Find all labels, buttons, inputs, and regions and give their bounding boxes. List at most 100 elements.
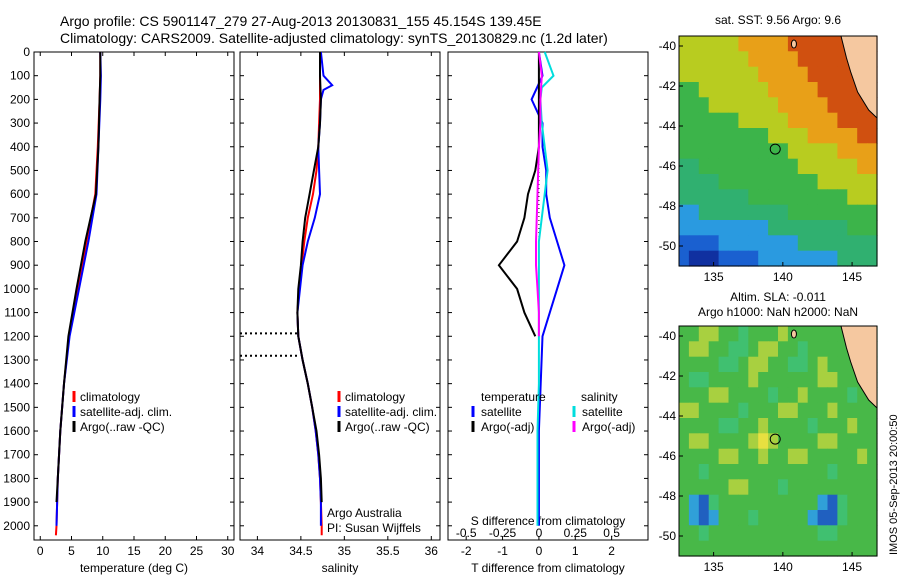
- sst-map-cell: [698, 235, 710, 252]
- sla-map-cell: [748, 510, 759, 526]
- sla-map-cell: [787, 341, 799, 358]
- sla-map-cell: [748, 402, 759, 419]
- sst-map-cell: [768, 112, 779, 129]
- sst-map-cell: [688, 189, 700, 206]
- temperature-ytick-label: 900: [10, 258, 30, 272]
- sla-map-cell: [817, 464, 829, 480]
- sla-map-cell: [807, 479, 819, 496]
- sst-map-cell: [847, 143, 858, 160]
- sst-map-cell: [679, 82, 690, 98]
- sst-map-cell: [728, 36, 739, 52]
- sla-map-cell: [787, 387, 799, 404]
- sla-map-cell: [679, 510, 690, 526]
- sst-map-cell: [797, 204, 809, 221]
- sla-map-cell: [857, 402, 868, 419]
- sst-map-cell: [728, 51, 739, 68]
- sla-map-cell: [817, 372, 829, 388]
- sst-map-cell: [708, 143, 720, 160]
- sla-map-cell: [778, 510, 789, 526]
- temperature-ytick-label: 400: [10, 140, 30, 154]
- sst-map-cell: [708, 204, 720, 221]
- sst-map-cell: [857, 143, 868, 160]
- sst-map-cell: [738, 112, 749, 129]
- sst-map-cell: [728, 143, 739, 160]
- sla-map-cell: [758, 540, 769, 557]
- sst-map-cell: [748, 250, 759, 267]
- sla-map-cell: [857, 464, 868, 480]
- sla-map-cell: [708, 479, 720, 496]
- sst-map-cell: [797, 128, 809, 144]
- pi-label: PI: Susan Wijffels: [327, 521, 421, 535]
- sst-map-cell: [778, 128, 789, 144]
- sst-map-cell: [748, 174, 759, 190]
- sst-map-cell: [748, 36, 759, 52]
- sst-map-cell: [758, 189, 769, 206]
- sst-map-cell: [768, 235, 779, 252]
- sla-map-cell: [837, 494, 848, 511]
- sst-map-cell: [679, 158, 690, 175]
- sla-map-cell: [837, 448, 848, 465]
- sla-map-ytick-label: -40: [659, 329, 677, 343]
- sla-map-cell: [698, 494, 710, 511]
- sla-map-cell: [787, 494, 799, 511]
- sst-map-cell: [758, 66, 769, 83]
- sla-map-cell: [797, 402, 809, 419]
- sla-map-cell: [778, 402, 789, 419]
- sla-map-cell: [738, 326, 749, 342]
- sst-map-cell: [787, 143, 799, 160]
- sla-map-cell: [679, 402, 690, 419]
- sla-map-xtick-label: 140: [773, 560, 793, 574]
- sst-map-cell: [718, 235, 730, 252]
- sst-map-cell: [718, 250, 730, 267]
- sla-map-cell: [738, 479, 749, 496]
- sla-map-cell: [758, 341, 769, 358]
- sst-map-cell: [738, 189, 749, 206]
- sst-map-cell: [867, 143, 878, 160]
- sla-map-cell: [827, 372, 838, 388]
- sst-map-ytick-label: -44: [659, 119, 677, 133]
- sst-map-cell: [817, 36, 829, 52]
- sla-map-cell: [738, 356, 749, 373]
- sla-map-cell: [847, 433, 858, 450]
- sla-map-cell: [857, 418, 868, 434]
- sla-map-cell: [807, 525, 819, 542]
- sst-map-cell: [847, 174, 858, 190]
- sla-map-cell: [768, 387, 779, 404]
- sst-map-cell: [827, 220, 838, 236]
- sla-map-cell: [867, 418, 878, 434]
- sst-map-cell: [787, 174, 799, 190]
- sst-map-cell: [807, 235, 819, 252]
- sla-map-cell: [679, 418, 690, 434]
- sla-map-cell: [837, 433, 848, 450]
- sst-map-cell: [807, 97, 819, 114]
- sst-map-cell: [817, 82, 829, 98]
- sst-map-cell: [738, 220, 749, 236]
- sla-map-cell: [807, 341, 819, 358]
- sst-map-cell: [778, 82, 789, 98]
- temperature-xtick-label: 10: [96, 544, 110, 558]
- sla-map-cell: [708, 525, 720, 542]
- difference-s-axis-label: S difference from climatology: [471, 514, 626, 528]
- sla-map-cell: [748, 433, 759, 450]
- sla-map-cell: [758, 448, 769, 465]
- sst-map-cell: [787, 82, 799, 98]
- sst-map-cell: [688, 158, 700, 175]
- sst-map-cell: [787, 204, 799, 221]
- sla-map-cell: [768, 326, 779, 342]
- sst-map-cell: [758, 51, 769, 68]
- sst-map-cell: [847, 128, 858, 144]
- sst-map-cell: [807, 66, 819, 83]
- sla-map-cell: [797, 494, 809, 511]
- sst-map-cell: [827, 158, 838, 175]
- sst-map-cell: [708, 220, 720, 236]
- sst-map-cell: [768, 82, 779, 98]
- sst-map-cell: [748, 158, 759, 175]
- sst-map-cell: [708, 128, 720, 144]
- sla-map-cell: [679, 494, 690, 511]
- sla-map-cell: [817, 356, 829, 373]
- sst-map-cell: [807, 36, 819, 52]
- sla-map-cell: [728, 387, 739, 404]
- sst-map-cell: [738, 174, 749, 190]
- sst-map-cell: [688, 36, 700, 52]
- sla-map-cell: [837, 479, 848, 496]
